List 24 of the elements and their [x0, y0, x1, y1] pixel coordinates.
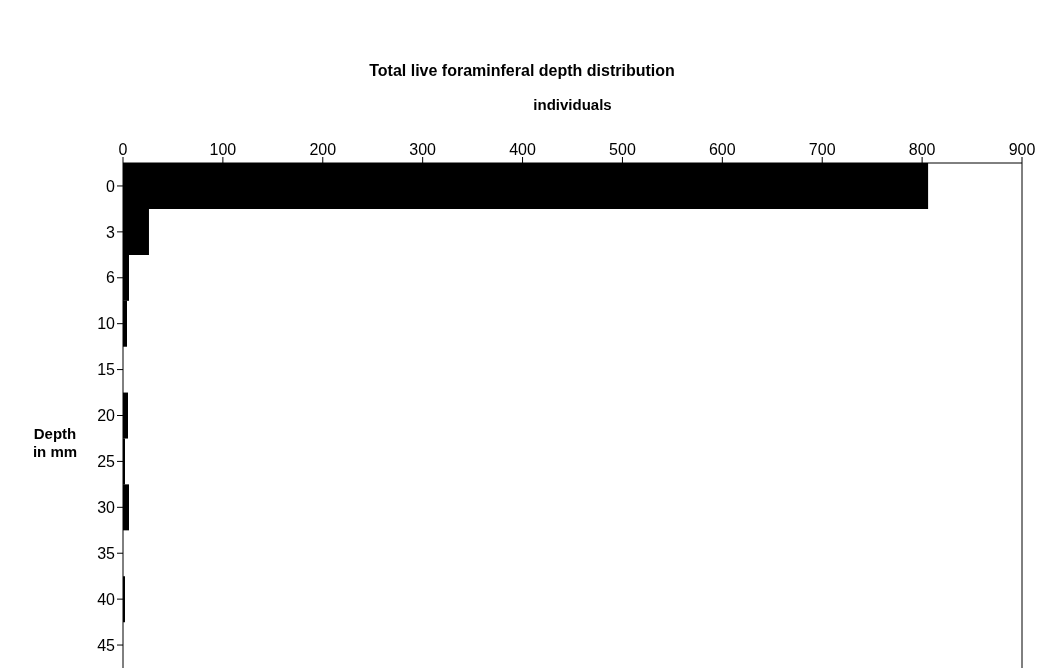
- x-tick-label: 500: [609, 141, 636, 158]
- x-tick-label: 900: [1008, 141, 1036, 158]
- y-tick-label: 45: [97, 636, 116, 654]
- x-tick-label: 700: [808, 141, 836, 158]
- x-tick-label: 400: [509, 141, 536, 158]
- y-tick-label: 10: [97, 315, 116, 333]
- y-tick-label: 35: [97, 544, 116, 562]
- x-tick-label: 0: [118, 141, 128, 158]
- x-tick-label: 600: [708, 141, 736, 158]
- x-tick-label: 200: [309, 141, 337, 158]
- y-tick-label: 0: [106, 177, 116, 195]
- chart-title: Total live foraminferal depth distribution: [368, 62, 676, 80]
- x-tick-label: 100: [209, 141, 237, 158]
- x-tick-label: 800: [908, 141, 936, 158]
- y-tick-label: 15: [97, 361, 116, 379]
- y-tick-label: 6: [106, 269, 116, 287]
- x-axis-title: individuals: [533, 95, 612, 113]
- y-tick-label: 20: [97, 407, 116, 425]
- y-axis-title: Depth in mm: [31, 425, 79, 460]
- x-tick-label: 300: [409, 141, 437, 158]
- y-tick-label: 25: [97, 453, 116, 471]
- y-tick-label: 30: [97, 499, 116, 516]
- y-tick-label: 3: [106, 223, 116, 241]
- y-tick-label: 40: [97, 590, 116, 608]
